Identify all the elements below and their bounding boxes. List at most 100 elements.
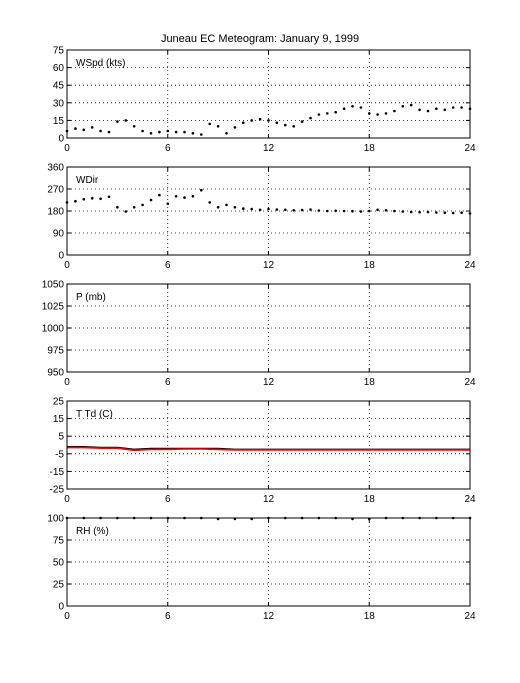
data-point-wdir: [82, 198, 86, 201]
data-point-wspd: [267, 119, 270, 122]
data-point-wdir: [443, 211, 447, 214]
y-tick-label: 0: [58, 134, 64, 145]
y-tick-label: 1025: [42, 302, 65, 313]
panel-temp: 0 6 12 18 24 -25 -15 -5 5 15 25 T Td (C): [50, 397, 476, 506]
data-point-wdir: [166, 202, 170, 205]
data-point-wdir: [359, 210, 363, 213]
data-point-wdir: [393, 209, 396, 213]
data-point-wdir: [99, 197, 102, 201]
data-point-wdir: [351, 209, 354, 213]
x-tick-label: 24: [464, 494, 476, 505]
y-tick-label: 50: [53, 558, 65, 569]
data-point-wdir: [317, 209, 321, 212]
data-point-wspd: [351, 105, 354, 108]
y-tick-label: 0: [58, 602, 64, 613]
x-tick-label: 12: [263, 143, 275, 154]
panel-label-wdir: WDir: [76, 175, 99, 186]
data-point-wspd: [141, 129, 144, 133]
panel-wdir: 0 6 12 18 24 0 90 180 270 360 WDir: [47, 163, 476, 272]
y-tick-label: 100: [47, 514, 64, 525]
data-point-wdir: [141, 203, 144, 207]
y-tick-label: 30: [53, 98, 65, 109]
y-tick-label: -15: [50, 467, 65, 478]
y-tick-label: 0: [58, 251, 64, 262]
data-point-wdir: [216, 206, 220, 209]
data-point-wdir: [309, 208, 312, 211]
x-tick-label: 24: [464, 260, 476, 271]
data-point-wspd: [200, 133, 203, 136]
data-point-wdir: [174, 195, 178, 198]
data-point-wdir: [435, 211, 438, 214]
x-tick-label: 12: [263, 611, 275, 622]
data-point-wspd: [183, 130, 186, 134]
x-tick-label: 0: [64, 377, 70, 388]
data-point-wspd: [284, 123, 287, 127]
y-tick-label: 5: [58, 432, 64, 443]
data-point-wspd: [90, 126, 94, 129]
chart-title: Juneau EC Meteogram: January 9, 1999: [161, 33, 359, 45]
y-tick-label: 75: [53, 46, 65, 57]
data-point-wspd: [300, 120, 304, 123]
y-tick-label: 360: [47, 163, 64, 174]
data-point-wdir: [200, 188, 203, 192]
data-point-wdir: [74, 199, 77, 203]
data-point-wdir: [132, 206, 136, 209]
x-tick-label: 12: [263, 494, 275, 505]
y-tick-label: 975: [47, 346, 64, 357]
data-point-wspd: [334, 110, 338, 114]
x-tick-label: 0: [64, 143, 70, 154]
data-point-wspd: [443, 108, 447, 112]
data-point-wdir: [426, 210, 430, 214]
data-point-wdir: [368, 209, 371, 213]
data-point-wspd: [82, 128, 86, 132]
data-point-wspd: [393, 109, 396, 113]
x-tick-label: 0: [64, 260, 70, 271]
y-tick-label: 90: [53, 229, 65, 240]
data-point-wspd: [460, 106, 463, 109]
data-point-wspd: [359, 106, 363, 109]
y-tick-label: 60: [53, 63, 65, 74]
data-point-wdir: [300, 208, 304, 212]
data-point-wspd: [317, 113, 321, 116]
y-tick-label: 950: [47, 368, 64, 379]
data-point-wdir: [275, 208, 279, 211]
y-tick-label: 180: [47, 207, 64, 218]
data-point-wdir: [284, 208, 287, 212]
data-point-wdir: [149, 198, 153, 202]
data-point-wdir: [258, 208, 262, 212]
y-tick-label: 45: [53, 81, 65, 92]
data-point-wspd: [233, 126, 237, 129]
data-point-wspd: [258, 117, 262, 121]
data-point-wspd: [451, 106, 455, 109]
data-point-wspd: [435, 107, 438, 110]
data-point-wspd: [166, 129, 170, 133]
data-point-wdir: [418, 210, 421, 214]
data-point-wspd: [225, 132, 228, 135]
data-point-wspd: [326, 112, 329, 115]
y-tick-label: 25: [53, 580, 65, 591]
data-point-wspd: [242, 121, 245, 124]
data-point-wspd: [401, 105, 405, 108]
data-point-wspd: [99, 129, 102, 133]
data-point-wspd: [149, 132, 153, 135]
data-point-wspd: [124, 119, 128, 122]
y-tick-label: -25: [50, 485, 65, 496]
data-point-wdir: [292, 209, 296, 212]
data-point-wspd: [116, 120, 119, 123]
x-tick-label: 24: [464, 143, 476, 154]
data-point-wdir: [191, 195, 195, 198]
x-tick-label: 24: [464, 377, 476, 388]
panel-label-temp: T Td (C): [76, 409, 113, 420]
x-tick-label: 0: [64, 611, 70, 622]
data-point-wdir: [409, 210, 413, 214]
data-point-wspd: [376, 113, 379, 116]
panel-label-wspd: WSpd (kts): [76, 58, 125, 69]
data-point-wdir: [90, 197, 94, 200]
y-tick-label: 15: [53, 414, 65, 425]
x-tick-label: 18: [364, 611, 376, 622]
data-point-wspd: [426, 109, 430, 113]
panel-pressure: 0 6 12 18 24 950 975 1000 1025 1050 P (mb): [42, 280, 476, 389]
data-point-wspd: [275, 121, 279, 124]
